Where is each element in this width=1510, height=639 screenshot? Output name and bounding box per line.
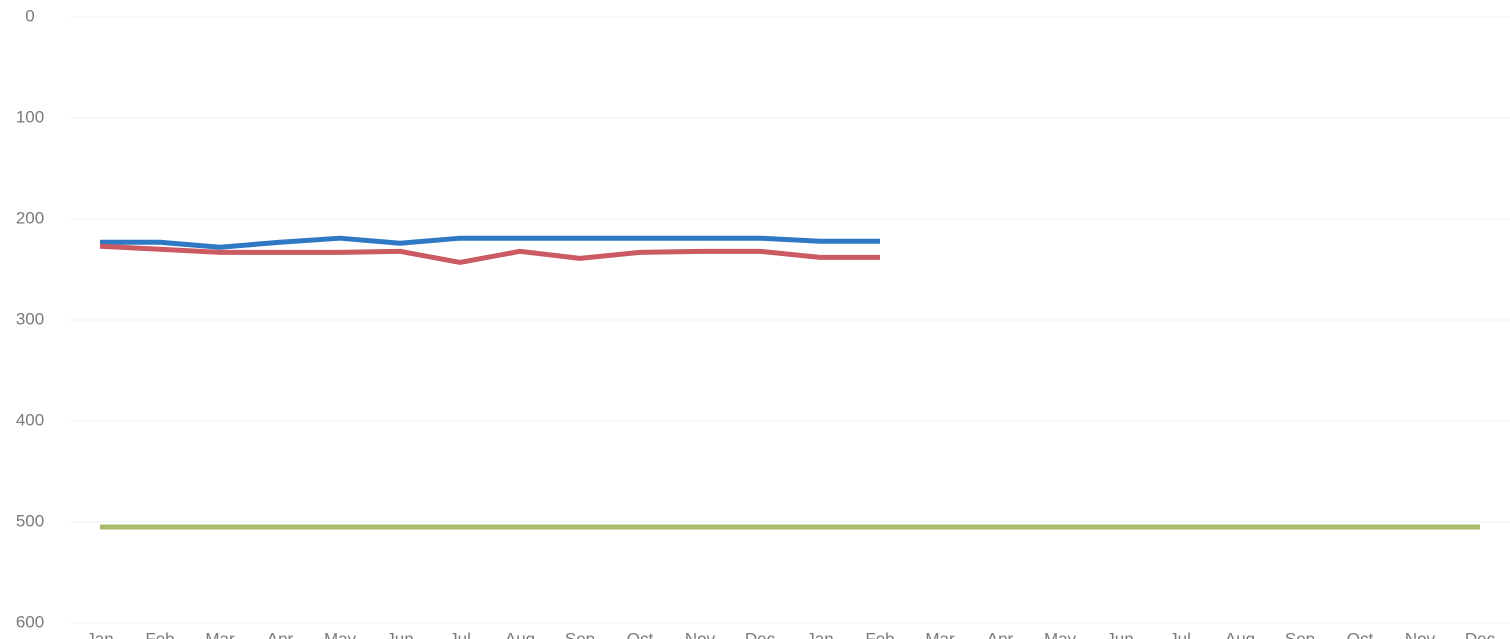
x-tick-label: Jul	[449, 629, 471, 639]
x-tick-label: Sep	[1285, 629, 1315, 639]
x-tick-label: Feb	[145, 629, 174, 639]
x-tick-label: Oct	[627, 629, 654, 639]
x-tick-label: Aug	[505, 629, 535, 639]
x-tick-label: Aug	[1225, 629, 1255, 639]
y-tick-label: 400	[16, 410, 44, 429]
x-tick-label: Jul	[1169, 629, 1191, 639]
x-tick-label: Jun	[1106, 629, 1133, 639]
x-tick-label: Jan	[806, 629, 833, 639]
x-tick-label: May	[1044, 629, 1077, 639]
x-tick-label: Oct	[1347, 629, 1374, 639]
y-tick-label: 0	[25, 6, 34, 25]
series-line	[100, 235, 880, 250]
x-tick-label: Nov	[1405, 629, 1436, 639]
x-tick-label: Mar	[925, 629, 955, 639]
x-tick-label: Mar	[205, 629, 235, 639]
y-tick-label: 200	[16, 208, 44, 227]
x-tick-label: Jan	[86, 629, 113, 639]
x-tick-label: Feb	[865, 629, 894, 639]
x-tick-label: Sep	[565, 629, 595, 639]
x-tick-label: Apr	[987, 629, 1014, 639]
x-tick-label: May	[324, 629, 357, 639]
x-tick-label: Jun	[386, 629, 413, 639]
x-tick-label: Nov	[685, 629, 716, 639]
y-tick-label: 500	[16, 511, 44, 530]
x-tick-label: Apr	[267, 629, 294, 639]
x-tick-label: Dec	[1465, 629, 1496, 639]
y-tick-label: 600	[16, 612, 44, 631]
y-tick-label: 100	[16, 107, 44, 126]
x-tick-label: Dec	[745, 629, 776, 639]
series-line	[99, 243, 880, 265]
y-tick-label: 300	[16, 309, 44, 328]
